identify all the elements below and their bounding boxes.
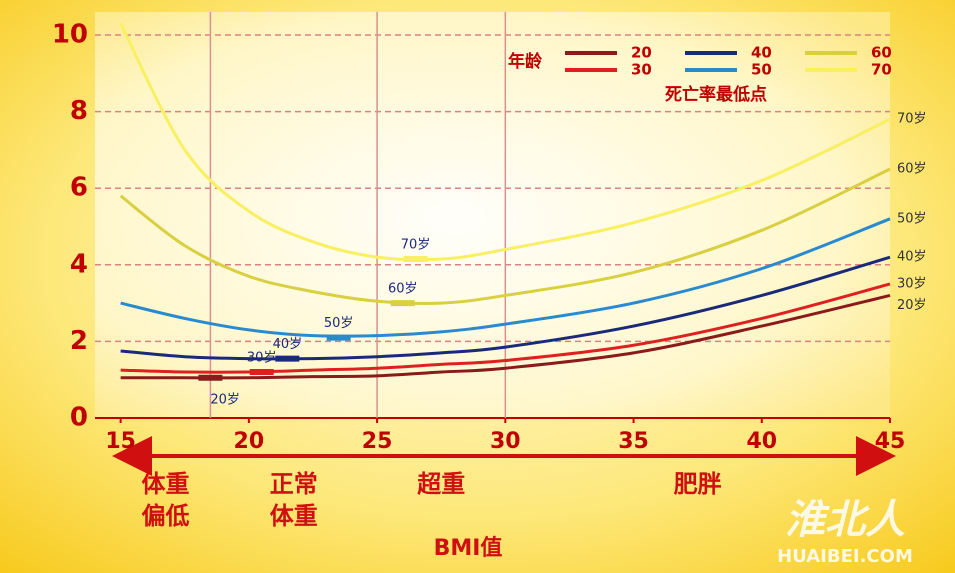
region-label: 肥胖 — [674, 470, 722, 498]
x-axis-title: BMI值 — [434, 535, 503, 561]
end-label: 40岁 — [897, 250, 927, 265]
y-tick-label: 2 — [70, 326, 88, 356]
series-line — [120, 255, 891, 361]
x-tick-label: 35 — [618, 429, 649, 454]
legend-label: 40 — [751, 44, 772, 62]
series-line — [120, 217, 891, 338]
region-label: 超重 — [417, 470, 465, 498]
y-tick-label: 0 — [70, 403, 88, 433]
legend-label: 20 — [631, 44, 652, 62]
end-label: 70岁 — [897, 112, 927, 127]
legend-label: 50 — [751, 61, 772, 79]
region-label: 偏低 — [142, 502, 190, 530]
minimum-label: 60岁 — [388, 282, 418, 297]
minimum-label: 50岁 — [324, 316, 354, 331]
legend-label: 60 — [871, 44, 892, 62]
x-tick-label: 40 — [746, 429, 777, 454]
region-label: 正常 — [270, 470, 318, 498]
legend-label: 70 — [871, 61, 892, 79]
region-label: 体重 — [270, 502, 318, 530]
region-label: 体重 — [142, 470, 190, 498]
end-label: 50岁 — [897, 211, 927, 226]
watermark: HUAIBEI.COM — [777, 546, 913, 567]
x-tick-label: 15 — [105, 429, 136, 454]
x-tick-label: 45 — [875, 429, 906, 454]
plot-area — [95, 12, 890, 418]
y-tick-label: 8 — [70, 96, 88, 126]
end-label: 20岁 — [897, 298, 927, 313]
y-tick-label: 10 — [52, 19, 88, 49]
watermark: 淮北人 — [785, 497, 905, 543]
minimum-label: 20岁 — [210, 392, 240, 407]
series-line — [120, 282, 891, 374]
series-line — [119, 167, 891, 305]
x-tick-label: 30 — [490, 429, 521, 454]
series-line — [120, 293, 891, 380]
end-label: 30岁 — [897, 276, 927, 291]
y-tick-label: 6 — [70, 173, 88, 203]
minimum-label: 40岁 — [273, 337, 303, 352]
x-tick-label: 25 — [362, 429, 393, 454]
legend-label: 30 — [631, 61, 652, 79]
x-tick-label: 20 — [234, 429, 265, 454]
legend-title: 年龄 — [508, 51, 543, 72]
minimum-label: 70岁 — [401, 238, 431, 253]
minimum-label: 30岁 — [247, 351, 277, 366]
min-note: 死亡率最低点 — [665, 84, 767, 105]
end-label: 60岁 — [897, 162, 927, 177]
y-tick-label: 4 — [70, 249, 88, 279]
